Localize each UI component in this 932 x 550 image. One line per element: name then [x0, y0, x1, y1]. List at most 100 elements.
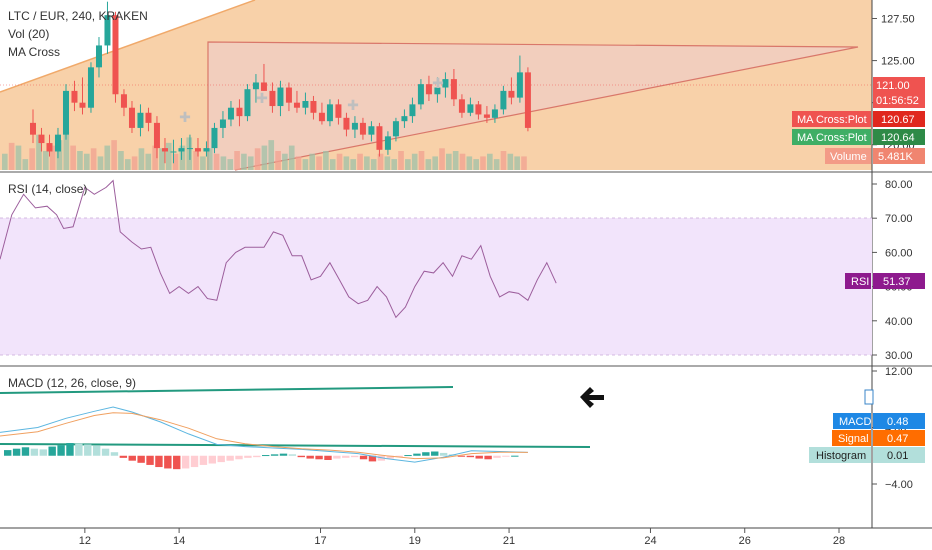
macd-hist-bar: [75, 443, 83, 456]
time-axis[interactable]: 12 14 17 19 21 24 26 28: [79, 528, 845, 547]
volume-legend: Vol (20): [8, 27, 49, 41]
volume-bar: [466, 156, 473, 170]
candle: [227, 100, 234, 127]
candle: [318, 102, 325, 125]
main-pane[interactable]: ✚ ✚ ✚ ✚ LTC / EUR, 240, KRAKEN Vol (20) …: [0, 0, 872, 171]
volume-bar: [432, 156, 438, 170]
volume-bar: [411, 153, 418, 170]
candle: [95, 37, 102, 78]
candle: [401, 109, 408, 128]
candle: [335, 99, 342, 125]
time-tick-label: 17: [314, 535, 326, 547]
left-arrow-icon[interactable]: [580, 387, 604, 408]
candle: [219, 111, 226, 139]
volume-bar: [206, 148, 213, 170]
candle: [392, 117, 399, 142]
macd-hist-bar: [368, 455, 377, 462]
volume-bar: [220, 156, 227, 170]
candle: [161, 138, 168, 164]
candle: [302, 92, 309, 115]
price-badges: 121.00 01:56:52 MA Cross:Plot 120.67 MA …: [792, 77, 925, 463]
signal-value-badge: [873, 430, 925, 446]
volume-bar: [111, 140, 117, 170]
volume-bar: [323, 151, 329, 170]
candle: [46, 134, 53, 157]
macd-hist-bar: [208, 455, 217, 464]
last-price-badge: [873, 77, 925, 93]
volume-bar: [302, 159, 309, 170]
candle: [186, 134, 193, 160]
macd-hist-bar: [217, 455, 225, 463]
trend-line-lower[interactable]: [0, 443, 591, 448]
volume-bar: [343, 156, 350, 170]
volume-bar: [15, 145, 22, 170]
macd-hist-bar: [386, 455, 394, 459]
ma2-value: 120.64: [881, 132, 915, 144]
volume-bar: [152, 145, 158, 170]
macd-hist-bar: [333, 455, 341, 459]
macd-hist-bar: [395, 455, 403, 458]
volume-bar: [22, 159, 29, 170]
candle: [467, 97, 474, 117]
signal-value: 0.47: [887, 433, 908, 445]
candle: [343, 112, 350, 137]
volume-bar: [521, 156, 527, 170]
volume-bar: [165, 142, 172, 170]
macd-hist-bar: [119, 455, 128, 458]
volume-bar: [36, 134, 42, 170]
cross-markers: ✚ ✚ ✚ ✚: [179, 75, 444, 125]
candle: [153, 116, 160, 159]
candle: [417, 79, 424, 110]
triangle-outline[interactable]: [207, 41, 859, 171]
hist-label: Histogram: [816, 450, 866, 462]
candle: [269, 82, 276, 113]
candle: [516, 55, 523, 103]
macd-legend: MACD (12, 26, close, 9): [8, 376, 136, 390]
candle: [104, 1, 111, 54]
macd-tick-label: −4.00: [885, 479, 913, 491]
time-tick-label: 24: [644, 535, 656, 547]
macd-hist-bar: [173, 455, 181, 470]
volume-bar: [29, 148, 35, 170]
candles: [29, 1, 531, 164]
channel-upper-line[interactable]: [0, 0, 256, 93]
candle: [425, 75, 432, 101]
macd-hist-bar: [146, 455, 154, 465]
macd-hist-bar: [235, 455, 243, 460]
hist-value-badge: [873, 447, 925, 463]
macd-hist-bar: [475, 455, 483, 459]
macd-hist-bar: [39, 449, 47, 456]
last-price-value: 121.00: [876, 80, 910, 92]
macd-hist-bar: [457, 455, 466, 457]
triangle-pattern[interactable]: [208, 42, 858, 170]
volume-bar: [77, 151, 83, 170]
volume-bar: [439, 148, 445, 170]
candle: [310, 95, 317, 120]
collapse-button[interactable]: [864, 389, 874, 405]
volume-bar: [179, 145, 186, 170]
rsi-band: [0, 218, 872, 355]
ma1-value-badge: [873, 111, 925, 127]
macd-hist-bar: [92, 445, 101, 456]
volume-bar: [2, 153, 8, 170]
time-tick-label: 26: [739, 535, 751, 547]
candle: [434, 77, 441, 103]
macd-hist-bar: [12, 448, 21, 456]
volume-bar: [90, 148, 97, 170]
macd-hist-bar: [181, 455, 190, 469]
rsi-pane[interactable]: RSI (14, close): [0, 179, 872, 356]
trend-line-upper[interactable]: [0, 386, 454, 394]
candle: [79, 77, 86, 115]
macd-hist-bar: [137, 455, 145, 463]
macd-hist-bar: [199, 455, 208, 465]
candle: [351, 116, 358, 139]
macd-hist-bar: [48, 446, 56, 456]
macd-pane[interactable]: MACD (12, 26, close, 9): [0, 376, 874, 470]
candle: [508, 77, 515, 105]
ma2-value-badge: [873, 129, 925, 145]
candle: [236, 99, 243, 127]
volume-bar: [309, 153, 316, 170]
cross-marker: ✚: [347, 97, 359, 113]
